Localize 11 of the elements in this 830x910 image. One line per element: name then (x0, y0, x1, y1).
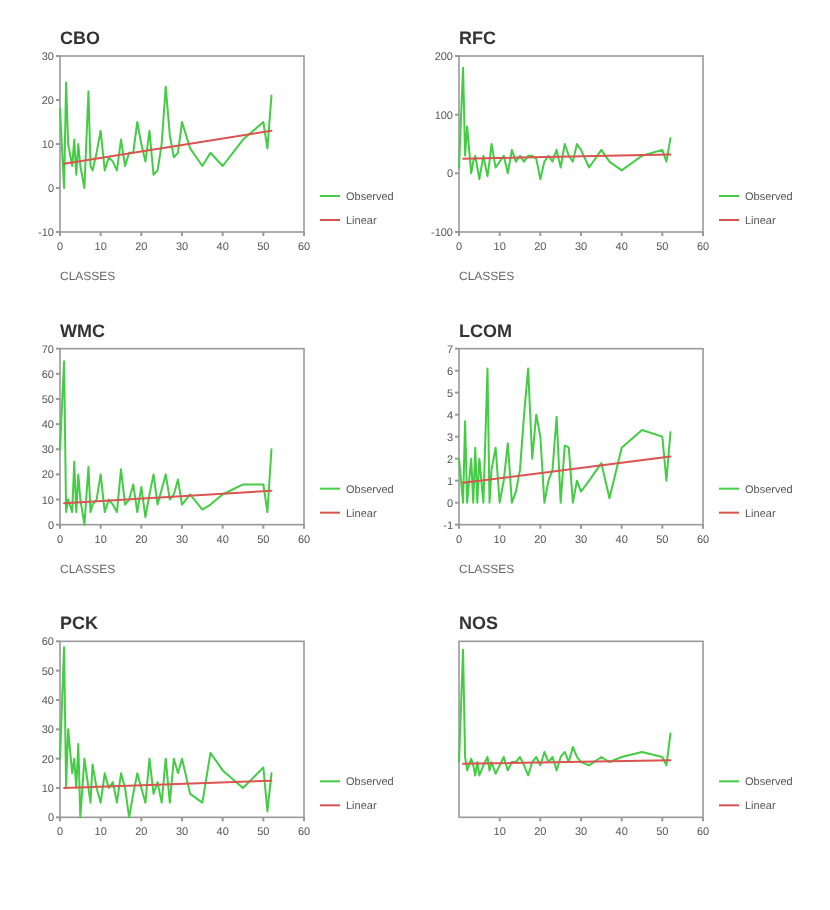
line-series (458, 367, 672, 504)
chart-title: CBO (60, 28, 100, 48)
line-series (59, 360, 273, 526)
chart-title: PCK (60, 613, 99, 634)
line-series (59, 646, 273, 819)
line-series (59, 81, 273, 189)
chart-title: NOS (459, 613, 499, 634)
chart-title: RFC (459, 28, 497, 48)
line-series (458, 66, 672, 181)
chart-title: LCOM (459, 320, 512, 341)
chart-title: WMC (60, 320, 106, 341)
